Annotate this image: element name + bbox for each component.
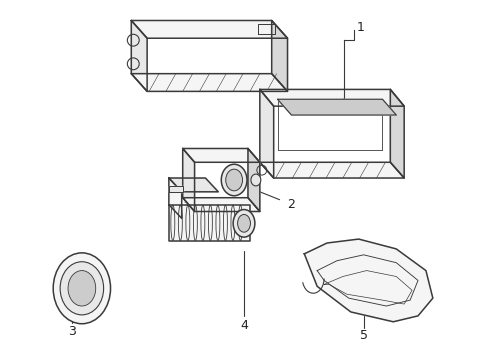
Ellipse shape <box>221 164 247 196</box>
Polygon shape <box>248 148 260 212</box>
Polygon shape <box>183 198 260 212</box>
Ellipse shape <box>238 215 250 232</box>
Ellipse shape <box>68 271 96 306</box>
Polygon shape <box>260 89 274 178</box>
Polygon shape <box>131 21 288 38</box>
Text: 3: 3 <box>68 325 76 338</box>
Polygon shape <box>391 89 404 178</box>
Polygon shape <box>260 89 404 106</box>
Polygon shape <box>131 74 288 91</box>
Polygon shape <box>304 239 433 322</box>
Polygon shape <box>183 148 195 212</box>
Polygon shape <box>169 178 219 192</box>
Text: 4: 4 <box>240 319 248 332</box>
Ellipse shape <box>251 174 261 186</box>
Polygon shape <box>131 21 147 91</box>
Polygon shape <box>271 21 288 91</box>
Ellipse shape <box>53 253 111 324</box>
Ellipse shape <box>233 210 255 237</box>
Polygon shape <box>260 162 404 178</box>
Ellipse shape <box>60 262 103 315</box>
Polygon shape <box>183 148 260 162</box>
Polygon shape <box>169 186 183 192</box>
Text: 1: 1 <box>357 21 365 34</box>
Polygon shape <box>169 178 182 219</box>
Polygon shape <box>278 99 396 115</box>
Polygon shape <box>169 204 250 241</box>
Text: 2: 2 <box>288 198 295 211</box>
Text: 5: 5 <box>360 329 368 342</box>
Ellipse shape <box>226 169 243 191</box>
